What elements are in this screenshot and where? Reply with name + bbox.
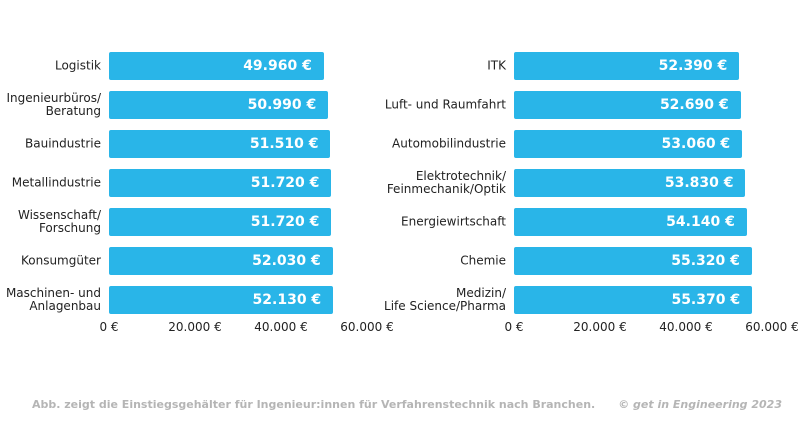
bar xyxy=(109,208,332,236)
value-label: 52.130 € xyxy=(252,292,322,308)
value-label: 55.320 € xyxy=(671,253,740,269)
category-label: Luft- und Raumfahrt xyxy=(384,97,506,112)
bar xyxy=(109,247,333,275)
value-label: 49.960 € xyxy=(243,58,312,74)
value-label: 51.510 € xyxy=(249,136,319,152)
x-tick-label: 40.000 € xyxy=(254,320,308,334)
bar xyxy=(514,169,746,197)
bar xyxy=(514,286,753,314)
category-label: ITK xyxy=(487,58,506,73)
x-tick-label: 0 € xyxy=(504,320,524,334)
value-label: 53.060 € xyxy=(661,136,731,152)
value-label: 53.830 € xyxy=(664,175,734,191)
bar xyxy=(514,247,752,275)
bar xyxy=(514,91,741,119)
value-label: 50.990 € xyxy=(247,97,317,113)
x-tick-label: 20.000 € xyxy=(573,320,627,334)
bar xyxy=(109,52,324,80)
category-label: Logistik xyxy=(54,58,101,73)
category-label: Konsumgüter xyxy=(20,253,101,268)
bar xyxy=(109,286,334,314)
category-label: Bauindustrie xyxy=(25,136,101,151)
bar xyxy=(514,52,740,80)
x-tick-label: 60.000 € xyxy=(745,320,799,334)
value-label: 52.690 € xyxy=(659,97,729,113)
category-label: Elektrotechnik/ Feinmechanik/Optik xyxy=(386,169,506,196)
value-label: 51.720 € xyxy=(250,175,320,191)
category-label: Medizin/ Life Science/Pharma xyxy=(384,286,506,313)
x-tick-label: 0 € xyxy=(99,320,119,334)
x-tick-label: 60.000 € xyxy=(340,320,394,334)
category-label: Metallindustrie xyxy=(11,175,101,190)
category-label: Ingenieurbüros/ Beratung xyxy=(6,91,101,118)
bar xyxy=(109,91,329,119)
x-tick-label: 40.000 € xyxy=(659,320,713,334)
category-label: Chemie xyxy=(460,253,506,268)
value-label: 51.720 € xyxy=(250,214,320,230)
category-label: Energiewirtschaft xyxy=(401,214,506,229)
value-label: 52.390 € xyxy=(658,58,728,74)
category-label: Maschinen- und Anlagenbau xyxy=(5,286,101,313)
value-label: 55.370 € xyxy=(671,292,741,308)
bar xyxy=(514,130,743,158)
bar xyxy=(514,208,747,236)
x-tick-label: 20.000 € xyxy=(168,320,222,334)
caption: Abb. zeigt die Einstiegsgehälter für Ing… xyxy=(32,398,596,411)
bar xyxy=(109,130,331,158)
credit: © get in Engineering 2023 xyxy=(618,398,782,411)
category-label: Wissenschaft/ Forschung xyxy=(18,208,101,235)
value-label: 52.030 € xyxy=(252,253,321,269)
category-label: Automobilindustrie xyxy=(392,136,506,151)
value-label: 54.140 € xyxy=(666,214,735,230)
bar xyxy=(109,169,332,197)
